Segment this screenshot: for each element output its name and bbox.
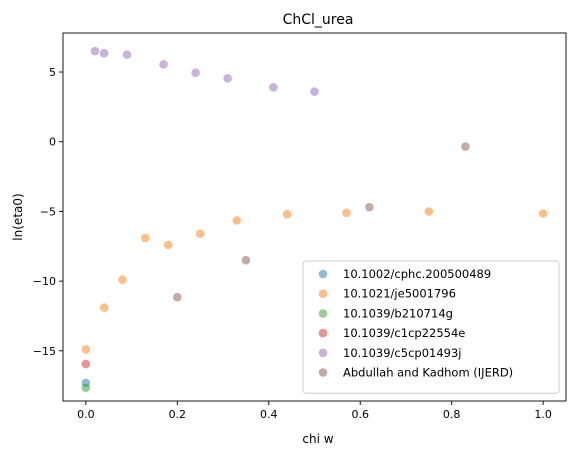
data-point-s3-p0 [81, 359, 91, 369]
x-tick-label: 1.0 [534, 408, 552, 421]
data-point-s4-p1 [99, 48, 109, 58]
legend-marker [318, 348, 328, 358]
legend-label: 10.1039/b210714g [343, 306, 453, 320]
data-point-s1-p2 [118, 275, 127, 285]
legend: 10.1002/cphc.200500489 10.1021/je5001796 1… [302, 260, 560, 394]
y-tick-label: 5 [49, 66, 56, 79]
y-tick-label: −5 [40, 205, 56, 218]
legend-label: 10.1039/c5cp01493j [343, 346, 461, 360]
data-point-s5-p3 [461, 142, 470, 151]
x-axis: 0.0 0.2 0.4 0.6 0.8 1.0 [77, 401, 552, 421]
data-points [81, 46, 548, 393]
x-axis-label: chi w [302, 432, 333, 446]
x-tick-label: 0.0 [77, 408, 95, 421]
x-tick-label: 0.8 [443, 408, 461, 421]
legend-label: 10.1039/c1cp22554e [343, 326, 465, 340]
data-point-s5-p1 [241, 255, 251, 265]
plot-frame [62, 32, 567, 402]
data-point-s2-p0 [81, 383, 91, 393]
x-tick-label: 0.2 [169, 408, 187, 421]
data-point-s1-p6 [232, 216, 242, 225]
data-point-s4-p0 [90, 46, 100, 56]
x-tick-label: 0.4 [260, 408, 278, 421]
data-point-s1-p9 [424, 207, 434, 216]
legend-marker [318, 289, 328, 299]
data-point-s4-p4 [191, 68, 200, 78]
data-point-s1-p8 [342, 208, 351, 218]
data-point-s1-p3 [141, 233, 150, 243]
legend-label: 10.1002/cphc.200500489 [343, 267, 491, 281]
legend-marker [318, 309, 328, 318]
data-point-s4-p3 [159, 60, 168, 69]
data-point-s1-p4 [163, 240, 173, 250]
legend-marker [318, 328, 328, 338]
y-axis: −15 −10 −5 0 5 [33, 66, 63, 358]
data-point-s4-p7 [310, 87, 319, 96]
legend-label: 10.1021/je5001796 [343, 287, 456, 301]
y-tick-label: −15 [33, 345, 56, 358]
data-point-s5-p2 [365, 202, 374, 212]
chart-title: ChCl_urea [283, 12, 354, 28]
legend-marker [318, 269, 328, 279]
data-point-s1-p7 [282, 209, 292, 219]
y-tick-label: 0 [49, 136, 56, 149]
legend-box [302, 260, 560, 394]
legend-label: Abdullah and Kadhom (IJERD) [343, 366, 513, 380]
legend-marker [318, 368, 328, 377]
data-point-s4-p2 [122, 50, 132, 59]
data-point-s4-p6 [269, 83, 278, 92]
data-point-s1-p1 [99, 303, 109, 312]
data-point-s1-p0 [81, 345, 91, 354]
y-tick-label: −10 [33, 275, 56, 288]
data-point-s1-p5 [195, 229, 205, 239]
y-axis-label: ln(eta0) [11, 193, 25, 240]
data-point-s1-p10 [538, 209, 548, 218]
x-tick-label: 0.6 [351, 408, 369, 421]
data-point-s4-p5 [223, 74, 232, 83]
data-point-s5-p0 [173, 292, 182, 302]
